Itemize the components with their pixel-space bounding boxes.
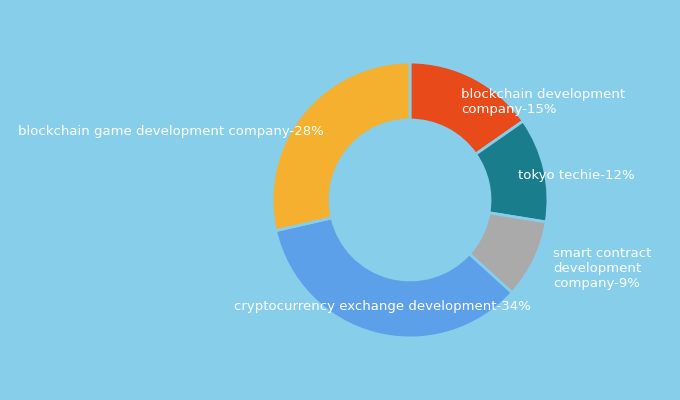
Wedge shape [469,213,546,293]
Wedge shape [410,62,523,154]
Text: blockchain game development company-28%: blockchain game development company-28% [18,125,324,138]
Wedge shape [272,62,410,231]
Wedge shape [475,121,548,222]
Text: smart contract development company-9%: smart contract development company-9% [553,247,651,290]
Text: tokyo techie-12%: tokyo techie-12% [517,169,634,182]
Text: blockchain development company-15%: blockchain development company-15% [461,88,625,116]
Wedge shape [275,218,512,338]
Text: cryptocurrency exchange development-34%: cryptocurrency exchange development-34% [234,300,530,313]
